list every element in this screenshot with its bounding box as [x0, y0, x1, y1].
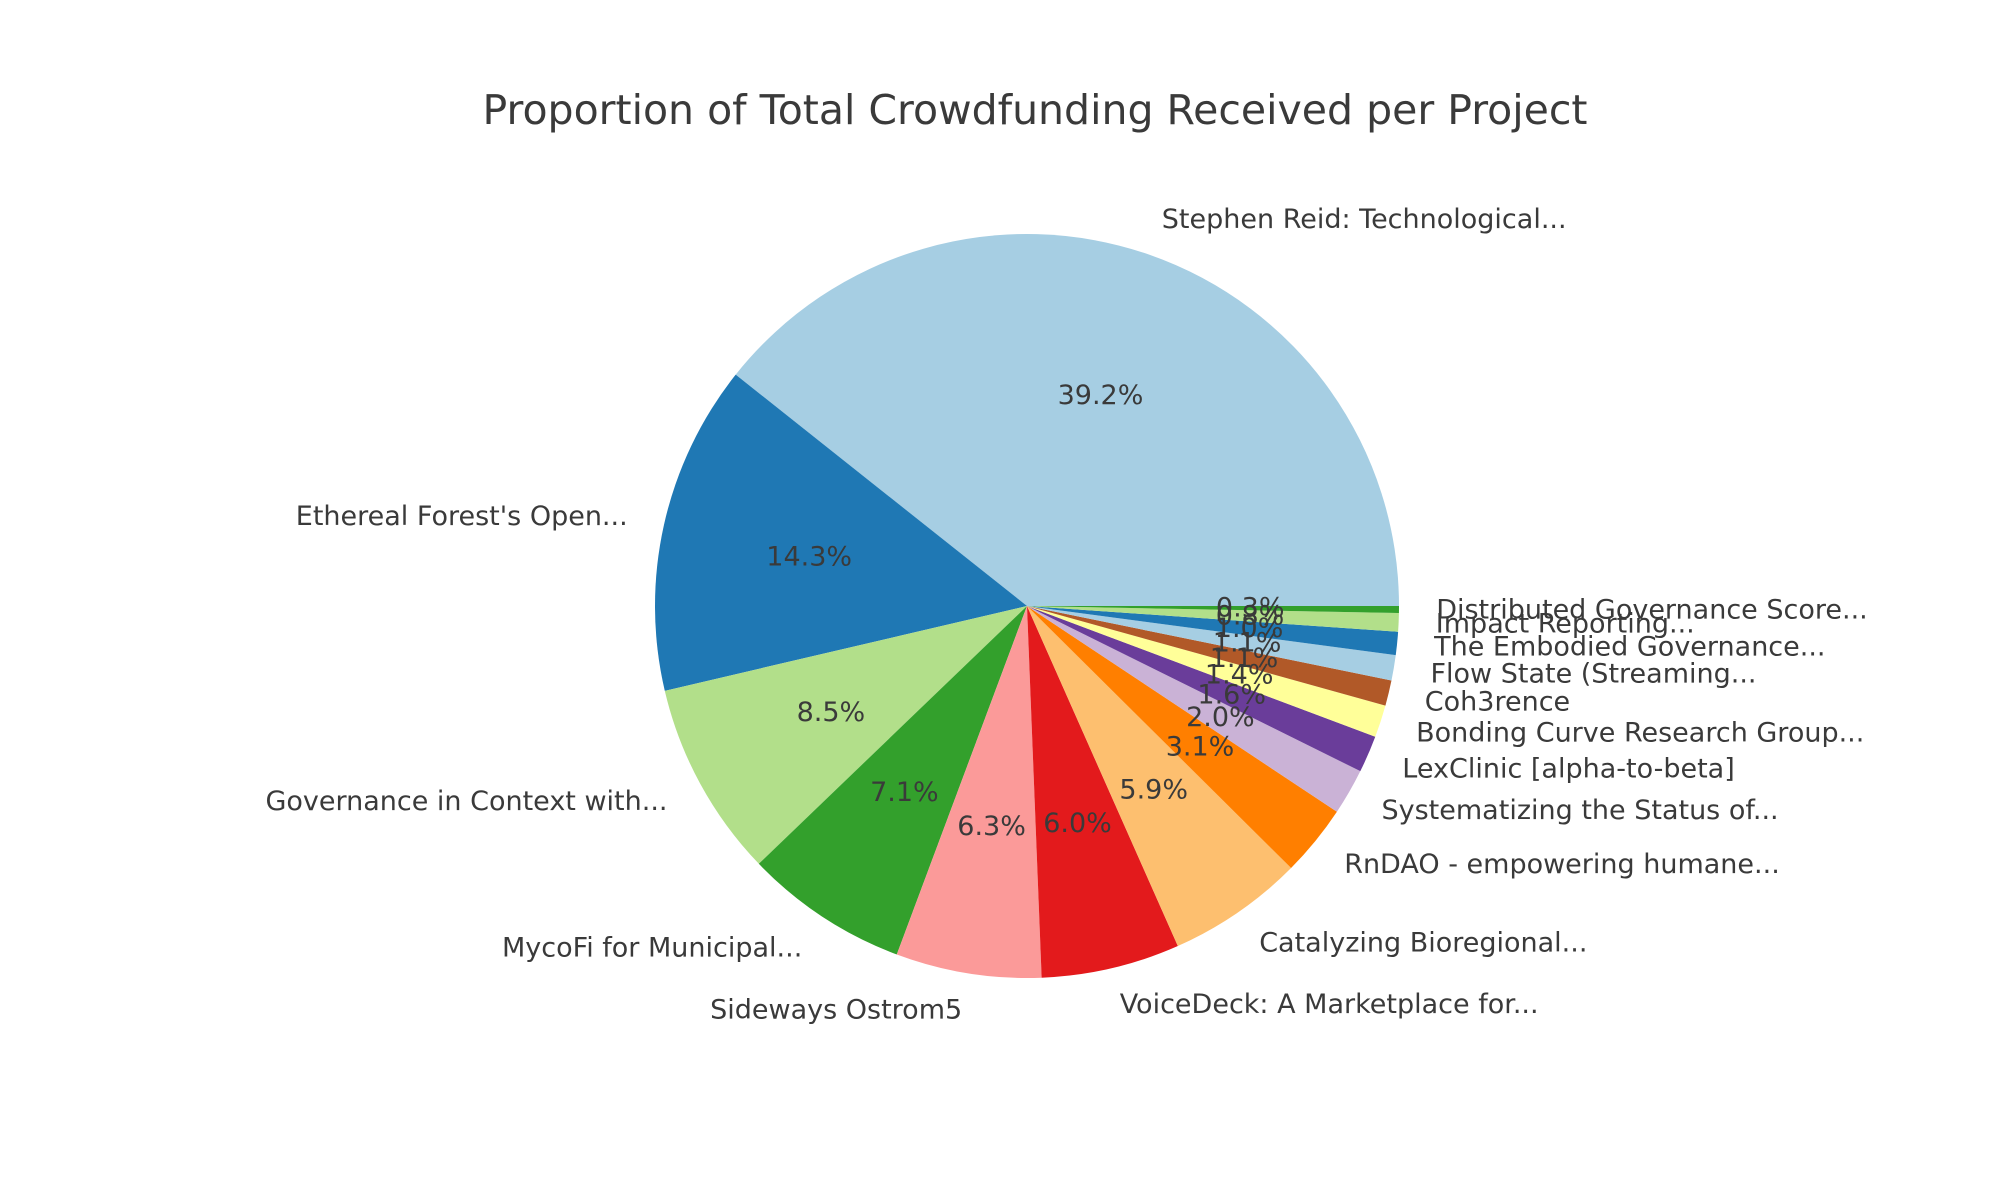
slice-label-15: Distributed Governance Score...	[1436, 594, 1868, 625]
pie-slice-2	[664, 606, 1027, 864]
pie-slice-5	[1027, 606, 1178, 978]
pct-label-8: 2.0%	[1186, 702, 1255, 733]
pct-label-1: 14.3%	[766, 542, 852, 573]
pie-slice-8	[1027, 606, 1361, 812]
slice-label-8: Systematizing the Status of...	[1382, 795, 1779, 826]
pct-label-13: 1.0%	[1215, 613, 1284, 644]
pct-label-4: 6.3%	[957, 811, 1026, 842]
pct-label-9: 1.6%	[1197, 679, 1266, 710]
chart-title: Proportion of Total Crowdfunding Receive…	[482, 86, 1588, 134]
slice-label-6: Catalyzing Bioregional...	[1259, 927, 1587, 958]
pct-label-5: 6.0%	[1043, 808, 1112, 839]
slice-label-9: LexClinic [alpha-to-beta]	[1402, 754, 1734, 785]
pct-label-15: 0.3%	[1216, 593, 1285, 624]
pie-slice-9	[1027, 606, 1376, 772]
slice-label-13: The Embodied Governance...	[1433, 632, 1825, 663]
pie-slice-11	[1027, 606, 1392, 706]
pct-label-6: 5.9%	[1119, 774, 1188, 805]
pie-slice-7	[1027, 606, 1337, 869]
slice-label-4: Sideways Ostrom5	[710, 995, 962, 1026]
slice-label-1: Ethereal Forest's Open...	[296, 501, 628, 532]
pie-slice-4	[896, 606, 1042, 978]
pie-slice-14	[1027, 606, 1399, 632]
slice-label-2: Governance in Context with...	[265, 786, 667, 817]
slice-label-0: Stephen Reid: Technological...	[1162, 204, 1567, 235]
pct-label-2: 8.5%	[797, 697, 866, 728]
slice-label-12: Flow State (Streaming...	[1431, 659, 1757, 690]
pct-label-3: 7.1%	[870, 777, 939, 808]
pie-slice-3	[758, 606, 1027, 955]
slice-label-3: MycoFi for Municipal...	[502, 933, 802, 964]
pct-label-14: 0.8%	[1216, 600, 1285, 631]
slice-label-14: Impact Reporting...	[1436, 609, 1695, 640]
pct-label-11: 1.1%	[1210, 643, 1279, 674]
pct-label-7: 3.1%	[1166, 732, 1235, 763]
pie-slice-6	[1027, 606, 1292, 947]
slice-label-10: Bonding Curve Research Group...	[1416, 717, 1864, 748]
pie-slice-0	[735, 233, 1399, 606]
pct-label-10: 1.4%	[1205, 660, 1274, 691]
pie-slice-10	[1027, 606, 1386, 737]
slice-label-11: Coh3rence	[1425, 686, 1570, 717]
slice-label-7: RnDAO - empowering humane...	[1344, 849, 1780, 880]
pie-slice-12	[1027, 606, 1396, 681]
pie-slice-13	[1027, 606, 1399, 656]
pie-slice-1	[655, 374, 1027, 691]
slice-label-5: VoiceDeck: A Marketplace for...	[1120, 989, 1539, 1020]
pie-slice-15	[1027, 606, 1399, 614]
pct-label-0: 39.2%	[1058, 380, 1144, 411]
pct-label-12: 1.1%	[1213, 628, 1282, 659]
